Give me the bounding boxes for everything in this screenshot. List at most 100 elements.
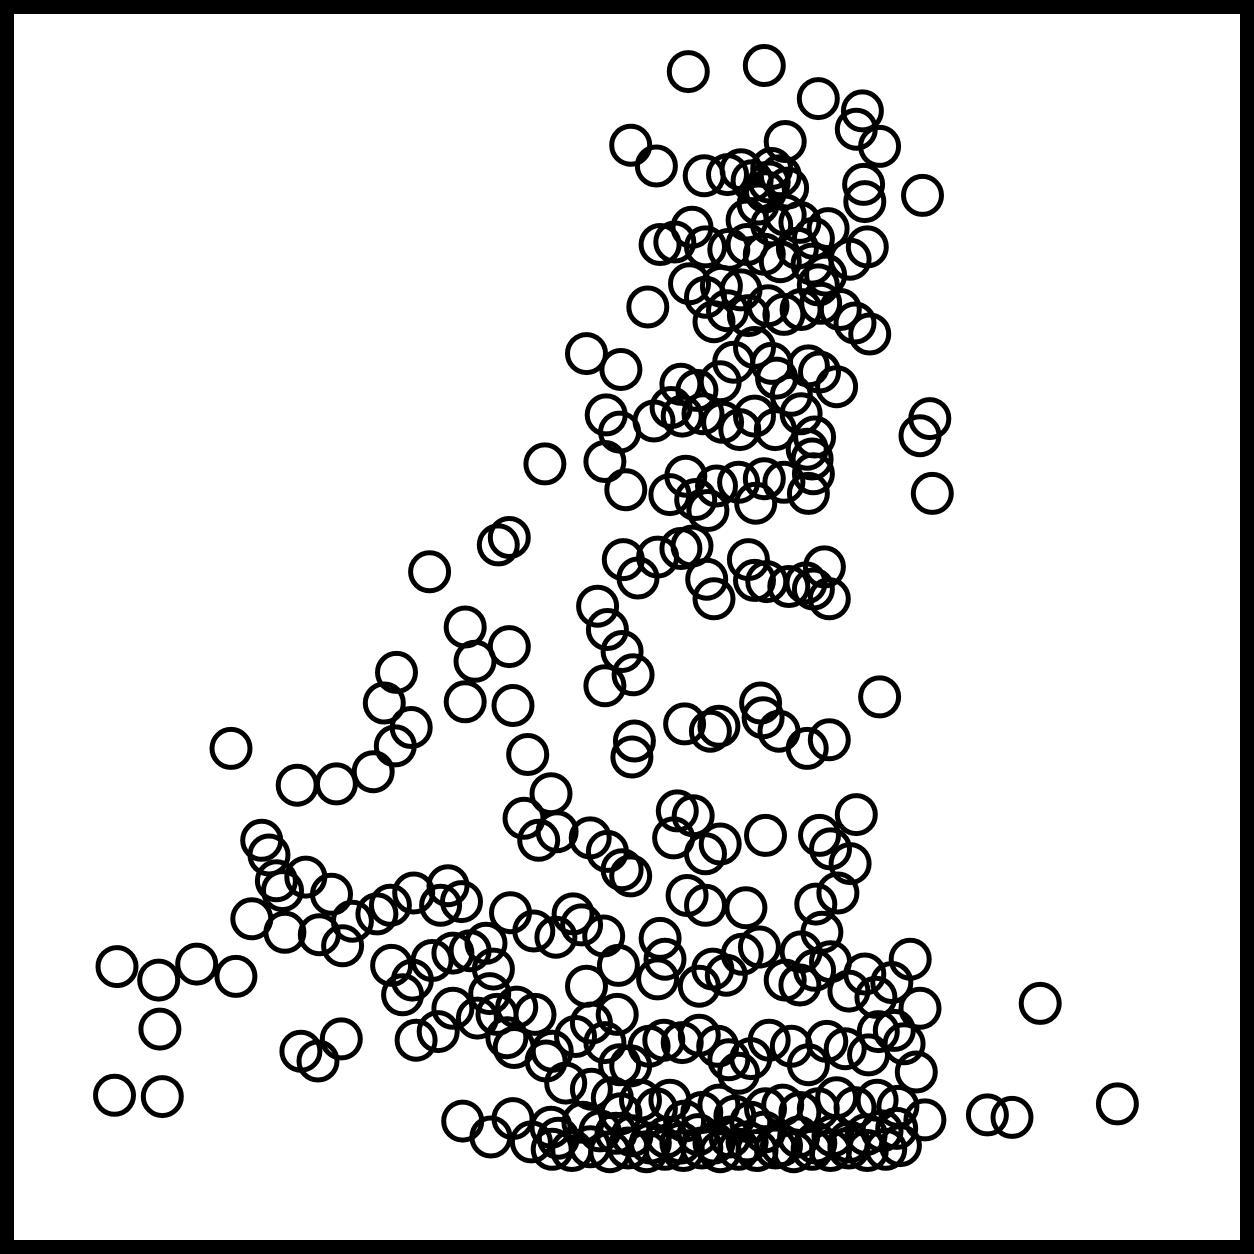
data-point (807, 577, 851, 621)
data-point (744, 813, 787, 857)
data-point (660, 394, 704, 438)
data-point (818, 288, 862, 331)
data-point (875, 1106, 919, 1150)
data-point (843, 952, 887, 996)
data-point (747, 1018, 791, 1062)
data-point (491, 684, 535, 727)
data-point (440, 880, 483, 924)
data-point (858, 675, 902, 719)
data-point (394, 1018, 438, 1062)
data-point (733, 394, 776, 438)
data-point (175, 942, 219, 986)
data-point (681, 392, 725, 436)
data-point (845, 1129, 889, 1172)
data-point (476, 523, 520, 567)
data-point (643, 937, 687, 981)
data-point (898, 414, 942, 458)
data-point (485, 1016, 529, 1060)
data-point (611, 653, 655, 697)
data-point (686, 489, 730, 532)
data-point (763, 120, 807, 163)
data-point (856, 1010, 900, 1054)
data-point (794, 882, 838, 926)
data-point (296, 1039, 340, 1083)
data-point (596, 943, 640, 987)
data-point (389, 706, 433, 749)
data-point (321, 924, 365, 968)
data-points (93, 44, 1139, 1174)
data-point (638, 916, 682, 960)
data-point (455, 996, 499, 1040)
data-point (610, 735, 654, 779)
data-point (798, 813, 841, 857)
data-point (609, 123, 653, 167)
data-point (583, 440, 627, 483)
data-point (351, 750, 395, 794)
data-point (468, 972, 512, 1016)
data-point (240, 818, 284, 862)
data-point (799, 281, 843, 325)
data-point (684, 883, 727, 927)
data-point (653, 220, 697, 264)
data-point (894, 1050, 938, 1094)
data-point (93, 1073, 136, 1117)
data-point (487, 516, 531, 559)
data-point (512, 909, 556, 953)
data-point (688, 709, 732, 753)
data-point (513, 992, 557, 1036)
data-point (848, 312, 892, 356)
data-point (807, 718, 851, 762)
data-point (319, 1017, 363, 1061)
data-point (692, 577, 736, 621)
data-point (685, 557, 729, 601)
data-point (600, 848, 644, 892)
data-point (843, 180, 887, 224)
data-point (742, 44, 786, 87)
data-point (882, 1022, 926, 1066)
data-point (140, 1075, 184, 1119)
data-point (744, 1087, 787, 1131)
data-point (464, 921, 508, 965)
data-point (791, 452, 835, 496)
data-point (551, 892, 595, 936)
data-point (261, 869, 304, 913)
data-point (734, 481, 778, 525)
data-point (649, 386, 693, 429)
data-point (674, 478, 718, 521)
data-point (724, 886, 768, 930)
data-point (209, 726, 253, 770)
data-point (137, 958, 181, 1002)
data-point (888, 937, 932, 981)
data-point (419, 883, 463, 927)
data-point (786, 471, 830, 515)
data-point (634, 144, 678, 188)
data-point (544, 1061, 588, 1105)
data-point (297, 913, 341, 957)
data-point (742, 457, 786, 501)
data-point (671, 794, 715, 838)
data-point (612, 719, 656, 763)
data-point (965, 1093, 1009, 1137)
data-point (706, 289, 749, 333)
data-point (815, 365, 859, 409)
data-point (695, 464, 738, 508)
data-point (878, 1124, 922, 1168)
data-point (737, 925, 781, 969)
data-point (802, 545, 846, 589)
data-point (828, 842, 872, 886)
data-point (375, 650, 418, 694)
data-point (762, 460, 806, 504)
data-point (599, 348, 643, 391)
data-point (600, 630, 644, 673)
data-point (664, 454, 708, 498)
data-point (310, 872, 353, 916)
data-point (638, 223, 682, 266)
data-point (990, 1095, 1034, 1139)
data-point (535, 810, 579, 854)
data-point (717, 1051, 761, 1095)
data-point (214, 954, 258, 998)
data-point (767, 565, 811, 608)
data-point (569, 1067, 613, 1111)
data-point (368, 883, 412, 927)
